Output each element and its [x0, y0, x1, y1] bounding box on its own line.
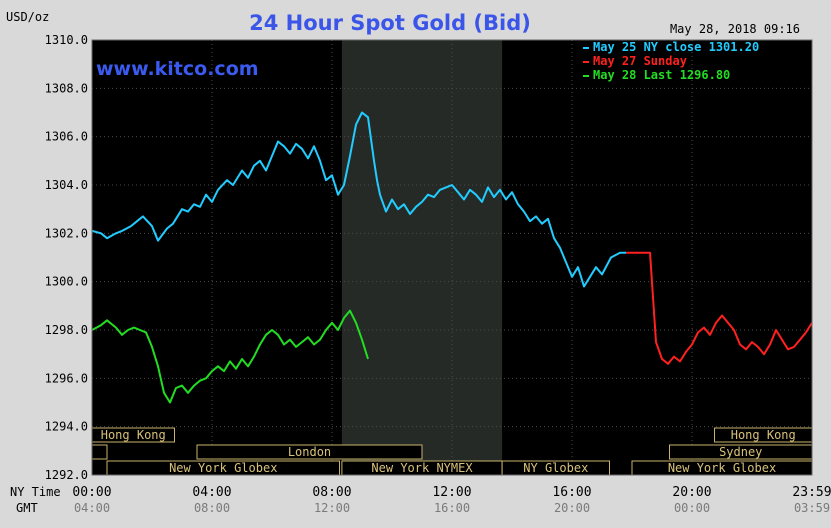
x-tick-label-ny: 12:00 [432, 485, 471, 500]
session-label: New York NYMEX [371, 461, 473, 475]
y-tick-label: 1296.0 [45, 371, 88, 385]
series-line [91, 309, 369, 404]
legend-swatch [583, 47, 589, 49]
session-label: Hong Kong [731, 428, 796, 442]
y-tick-label: 1306.0 [45, 130, 88, 144]
y-tick-label: 1304.0 [45, 178, 88, 192]
x-tick-label-ny: 00:00 [72, 485, 111, 500]
x-tick-label-ny: 04:00 [192, 485, 231, 500]
x-tick-label-ny: 08:00 [312, 485, 351, 500]
nymex-session-band [341, 40, 503, 475]
x-tick-label-gmt: 04:00 [74, 501, 110, 515]
series-line [91, 111, 626, 288]
x-tick-label-gmt: 00:00 [674, 501, 710, 515]
x-row-label-gmt: GMT [16, 501, 38, 515]
session-bar [196, 444, 423, 460]
legend-entry: May 27 Sunday [593, 54, 687, 68]
x-tick-label-gmt: 16:00 [434, 501, 470, 515]
session-bar [91, 444, 108, 460]
y-tick-label: 1292.0 [45, 468, 88, 482]
series-line [626, 251, 813, 365]
legend-entry: May 28 Last 1296.80 [593, 68, 730, 82]
x-tick-label-gmt: 03:59 [794, 501, 830, 515]
session-label: NY Globex [523, 461, 588, 475]
timestamp: May 28, 2018 09:16 [670, 22, 800, 36]
session-label: New York Globex [668, 461, 776, 475]
x-row-label-ny: NY Time [10, 485, 61, 499]
y-tick-label: 1302.0 [45, 226, 88, 240]
session-label: Hong Kong [101, 428, 166, 442]
x-tick-label-gmt: 12:00 [314, 501, 350, 515]
y-unit-label: USD/oz [6, 10, 49, 24]
session-label: Sydney [719, 445, 762, 459]
x-tick-label-ny: 20:00 [672, 485, 711, 500]
y-tick-label: 1300.0 [45, 275, 88, 289]
x-tick-label-ny: 23:59 [792, 485, 831, 500]
chart-title: 24 Hour Spot Gold (Bid) [249, 11, 531, 35]
session-label: New York Globex [169, 461, 277, 475]
session-label: London [288, 445, 331, 459]
legend-swatch [583, 75, 589, 77]
x-tick-label-gmt: 08:00 [194, 501, 230, 515]
y-tick-label: 1308.0 [45, 81, 88, 95]
watermark: www.kitco.com [96, 58, 259, 80]
legend-swatch [583, 61, 589, 63]
y-tick-label: 1294.0 [45, 420, 88, 434]
plot-border [91, 39, 813, 476]
y-tick-label: 1298.0 [45, 323, 88, 337]
legend-entry: May 25 NY close 1301.20 [593, 40, 759, 54]
y-tick-label: 1310.0 [45, 33, 88, 47]
x-tick-label-gmt: 20:00 [554, 501, 590, 515]
x-tick-label-ny: 16:00 [552, 485, 591, 500]
